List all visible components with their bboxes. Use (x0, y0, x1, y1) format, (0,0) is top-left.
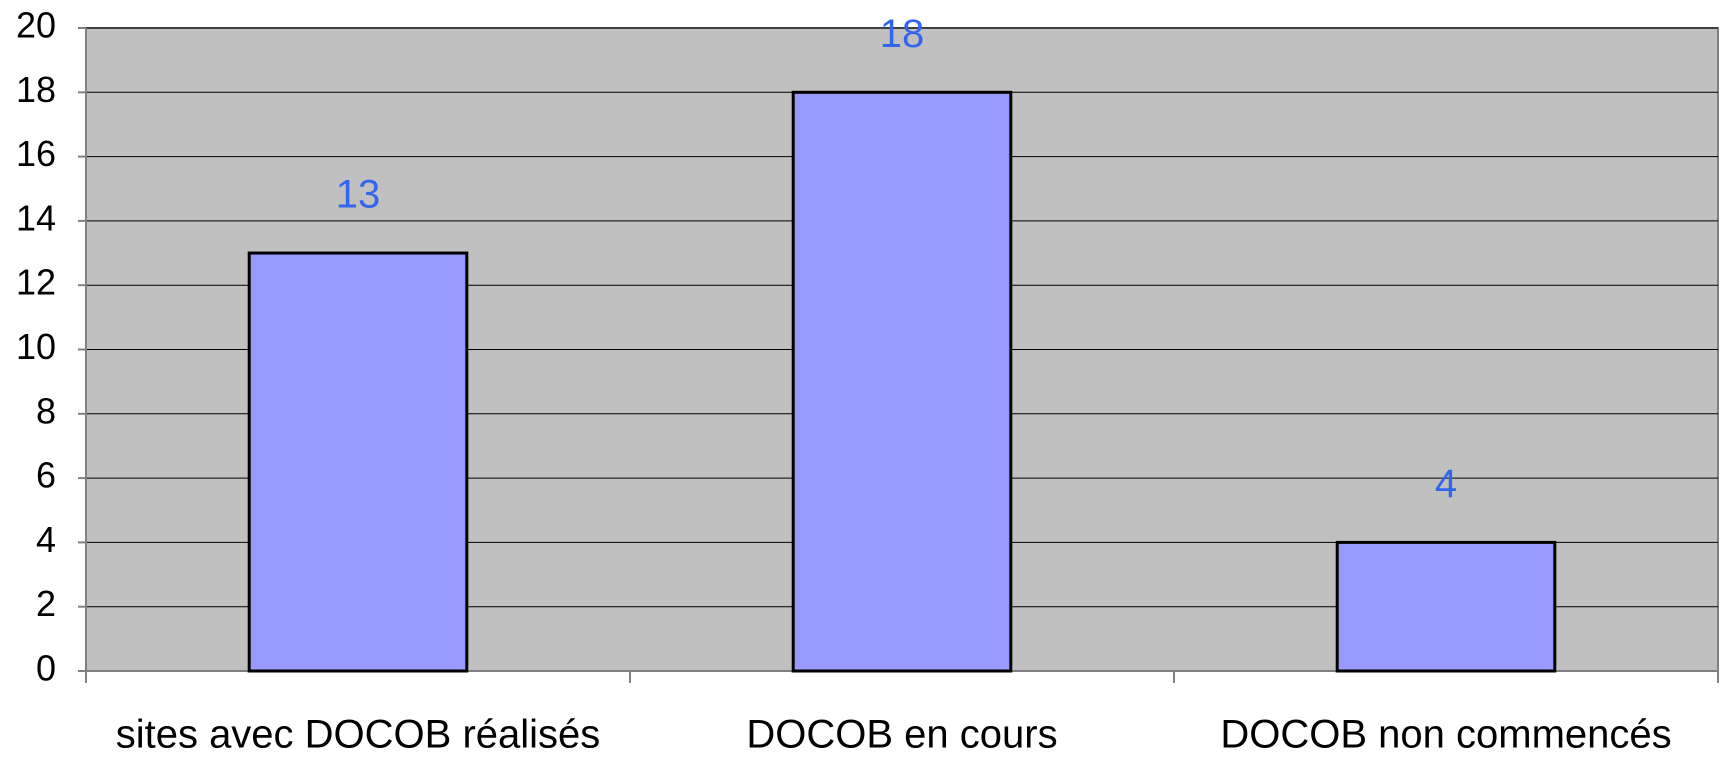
y-tick-label: 10 (16, 326, 56, 367)
y-tick-label: 4 (36, 519, 56, 560)
bar (791, 90, 1013, 673)
data-label: 13 (336, 173, 381, 217)
bar (1335, 540, 1557, 673)
y-tick-label: 20 (16, 5, 56, 46)
y-tick-label: 2 (36, 583, 56, 624)
y-tick-label: 8 (36, 390, 56, 431)
data-label: 18 (880, 12, 925, 56)
data-label: 4 (1435, 462, 1457, 506)
y-tick-label: 16 (16, 133, 56, 174)
x-tick-label: DOCOB en cours (746, 713, 1057, 757)
y-tick-label: 0 (36, 648, 56, 689)
x-tick-label: sites avec DOCOB réalisés (116, 713, 601, 757)
y-tick-label: 18 (16, 69, 56, 110)
y-tick-label: 6 (36, 455, 56, 496)
bar (247, 251, 469, 673)
y-tick-label: 14 (16, 197, 56, 238)
x-tick-label: DOCOB non commencés (1220, 713, 1671, 757)
y-tick-label: 12 (16, 262, 56, 303)
